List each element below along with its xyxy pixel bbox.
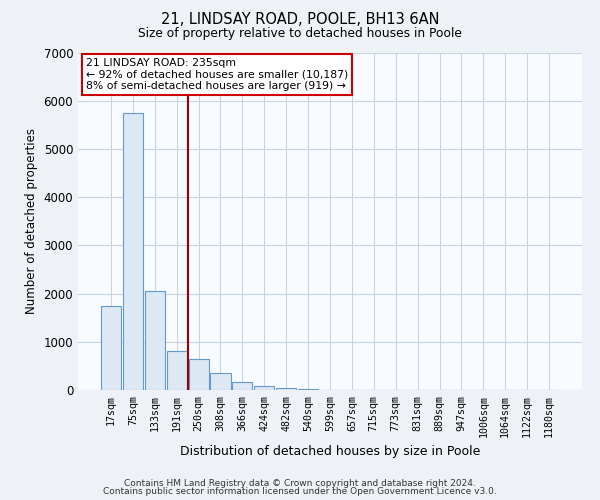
X-axis label: Distribution of detached houses by size in Poole: Distribution of detached houses by size …: [180, 445, 480, 458]
Text: Contains public sector information licensed under the Open Government Licence v3: Contains public sector information licen…: [103, 487, 497, 496]
Bar: [101, 306, 121, 390]
Text: Contains HM Land Registry data © Crown copyright and database right 2024.: Contains HM Land Registry data © Crown c…: [124, 478, 476, 488]
Bar: [232, 382, 253, 390]
Bar: [298, 389, 318, 390]
Bar: [145, 291, 165, 390]
Bar: [276, 388, 296, 390]
Bar: [123, 113, 143, 390]
Text: 21, LINDSAY ROAD, POOLE, BH13 6AN: 21, LINDSAY ROAD, POOLE, BH13 6AN: [161, 12, 439, 28]
Text: 21 LINDSAY ROAD: 235sqm
← 92% of detached houses are smaller (10,187)
8% of semi: 21 LINDSAY ROAD: 235sqm ← 92% of detache…: [86, 58, 348, 91]
Bar: [167, 352, 187, 390]
Text: Size of property relative to detached houses in Poole: Size of property relative to detached ho…: [138, 28, 462, 40]
Y-axis label: Number of detached properties: Number of detached properties: [25, 128, 38, 314]
Bar: [254, 386, 274, 390]
Bar: [188, 358, 209, 390]
Bar: [211, 373, 230, 390]
